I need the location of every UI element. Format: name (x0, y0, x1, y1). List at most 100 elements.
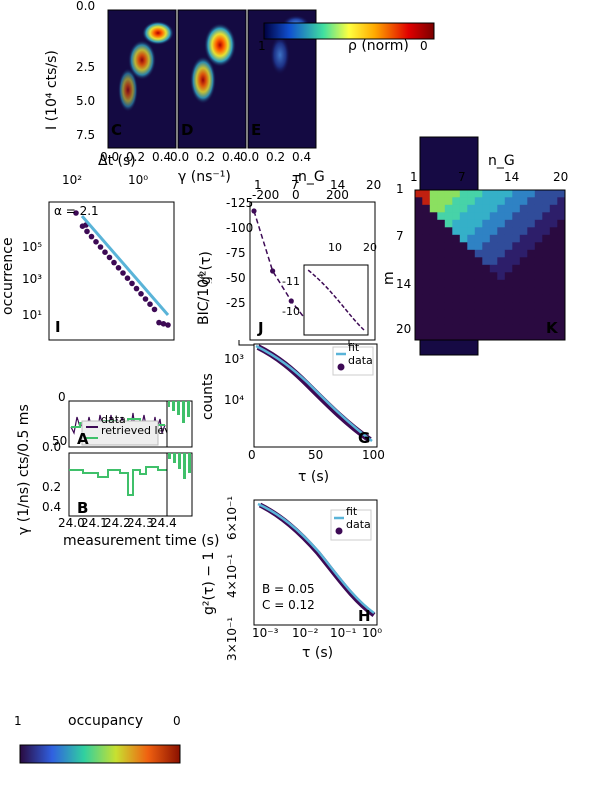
panel-k-cell (534, 317, 543, 325)
panel-k-cell (422, 234, 430, 243)
panel-k-cell (474, 257, 483, 265)
panel-i-point (106, 254, 113, 261)
panel-h-param-c: C = 0.12 (262, 598, 315, 612)
panel-k-cell (489, 302, 498, 310)
panel-k-cell (459, 234, 468, 243)
panel-k-cell (437, 242, 445, 250)
panel-k-cell (497, 227, 505, 235)
panel-k-cell (459, 242, 468, 250)
panel-i-frame (48, 201, 175, 341)
panel-k-cell (452, 227, 460, 235)
panel-j-point (251, 208, 257, 214)
panel-d-letter: D (181, 121, 193, 139)
panel-k-cell (422, 257, 430, 265)
panel-k-cell (489, 332, 498, 340)
panel-k-cell (444, 287, 453, 295)
panel-k-cell (444, 227, 453, 235)
svg-text:10⁻²: 10⁻² (292, 626, 319, 640)
panel-i-xlabel: Δt (s) (98, 153, 136, 169)
panel-k-cell (534, 249, 543, 258)
panel-k-cell (557, 234, 565, 243)
panel-k-cell (527, 242, 535, 250)
panel-b-ytick-1: 0.2 (42, 480, 61, 494)
panel-k-cell (482, 287, 490, 295)
panel-i-points (73, 210, 171, 328)
panel-k-cell (474, 189, 483, 198)
panel-k-cell (414, 264, 423, 273)
panel-k-cell (459, 197, 468, 205)
panel-k-cell (414, 189, 423, 198)
rho-label: ρ (norm) (348, 38, 409, 54)
panel-b-levels-trace (69, 466, 167, 496)
panel-h-xlabel: τ (s) (302, 645, 333, 661)
panel-k-cell (482, 197, 490, 205)
panel-k-cell (557, 264, 565, 273)
panel-k-cell (497, 204, 505, 213)
panel-k-cell (542, 324, 550, 333)
panel-k-cell (527, 324, 535, 333)
panel-k-cell (534, 257, 543, 265)
panel-k-cell (452, 242, 460, 250)
svg-text:10¹: 10¹ (22, 308, 42, 322)
panel-k-cell (497, 264, 505, 273)
panel-k-xtick: 20 (553, 170, 568, 184)
panel-k-cell (467, 242, 475, 250)
panel-k-cell (482, 249, 490, 258)
panel-k-heatmap (414, 189, 565, 340)
panel-k-cell (444, 317, 453, 325)
panel-k-cell (467, 204, 475, 213)
panel-k-cell (474, 219, 483, 228)
panel-k-cell (527, 302, 535, 310)
panel-k-cell (527, 219, 535, 228)
panel-k-cell (437, 197, 445, 205)
panel-k-cell (534, 279, 543, 288)
panel-k-cell (527, 272, 535, 280)
panel-j-inset-ytick: -10 (282, 305, 300, 318)
panel-k-cell (504, 227, 513, 235)
panel-b-ytick-0: 0.4 (42, 500, 61, 514)
panel-k-cell (459, 249, 468, 258)
panel-k-cell (429, 257, 438, 265)
occupancy-colorbar (19, 744, 181, 764)
panel-k-cell (422, 294, 430, 303)
panel-k-cell (482, 242, 490, 250)
svg-text:10³: 10³ (224, 352, 244, 366)
panel-k-cell (482, 279, 490, 288)
panel-k-cell (542, 309, 550, 318)
panel-k-cell (467, 219, 475, 228)
panel-k-cell (474, 272, 483, 280)
panel-k-cell (422, 197, 430, 205)
panel-k-cell (534, 332, 543, 340)
svg-text:0.0: 0.0 (240, 150, 259, 164)
svg-text:2.5: 2.5 (76, 60, 95, 74)
svg-text:0.4: 0.4 (292, 150, 311, 164)
panel-i-point (165, 322, 171, 328)
panel-k-cell (444, 294, 453, 303)
panel-k-cell (437, 272, 445, 280)
panel-k-cell (519, 302, 528, 310)
svg-text:7.5: 7.5 (76, 128, 95, 142)
panel-j-ytick: -100 (226, 221, 253, 235)
panel-k-cell (549, 279, 558, 288)
panel-k-cell (474, 242, 483, 250)
panel-k-cell (489, 324, 498, 333)
panel-k-cell (497, 279, 505, 288)
svg-text:100: 100 (362, 448, 385, 462)
panel-k-cell (414, 309, 423, 318)
panel-i-point (73, 210, 79, 216)
panel-k-letter: K (546, 319, 559, 337)
panel-j-ytick: -50 (226, 271, 246, 285)
panel-k-xtick: 7 (458, 170, 466, 184)
panel-k-cell (437, 257, 445, 265)
panel-k-cell (482, 264, 490, 273)
panel-k-cell (534, 287, 543, 295)
panel-k-cell (557, 227, 565, 235)
panel-k-cell (512, 324, 520, 333)
panel-k-cell (489, 294, 498, 303)
panel-k-cell (414, 249, 423, 258)
panel-k-cell (549, 302, 558, 310)
panel-k-cell (467, 287, 475, 295)
panel-k-cell (527, 332, 535, 340)
panel-k-cell (512, 219, 520, 228)
panel-k-cell (414, 204, 423, 213)
